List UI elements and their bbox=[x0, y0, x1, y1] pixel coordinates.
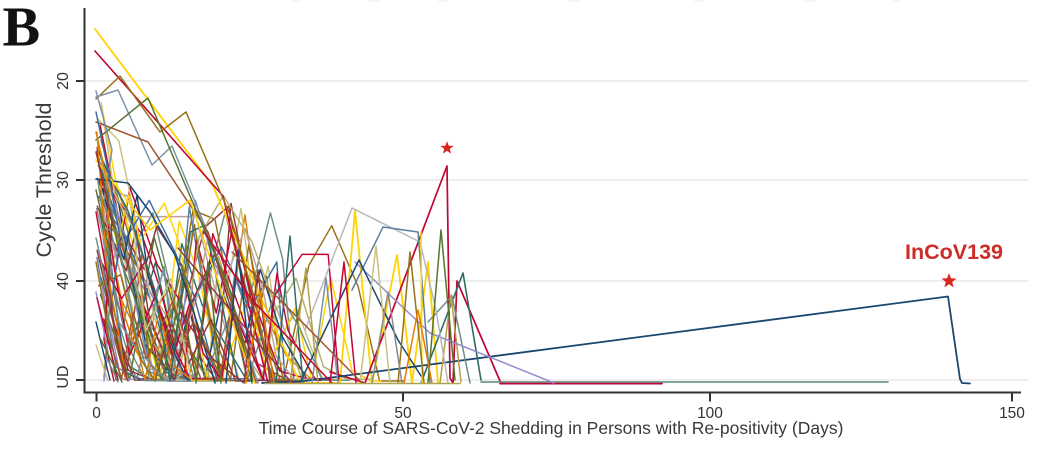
svg-text:20: 20 bbox=[55, 72, 72, 90]
svg-text:50: 50 bbox=[394, 405, 412, 422]
svg-text:Time Course of SARS-CoV-2 Shed: Time Course of SARS-CoV-2 Shedding in Pe… bbox=[259, 418, 844, 438]
svg-text:30: 30 bbox=[55, 171, 72, 189]
svg-text:InCoV139: InCoV139 bbox=[905, 240, 1003, 264]
svg-text:40: 40 bbox=[55, 272, 72, 290]
svg-text:B: B bbox=[3, 0, 41, 59]
svg-text:UD: UD bbox=[55, 365, 72, 388]
svg-text:0: 0 bbox=[92, 405, 101, 422]
svg-text:100: 100 bbox=[697, 405, 723, 422]
svg-text:150: 150 bbox=[999, 405, 1025, 422]
svg-text:Cycle Threshold: Cycle Threshold bbox=[32, 103, 56, 258]
